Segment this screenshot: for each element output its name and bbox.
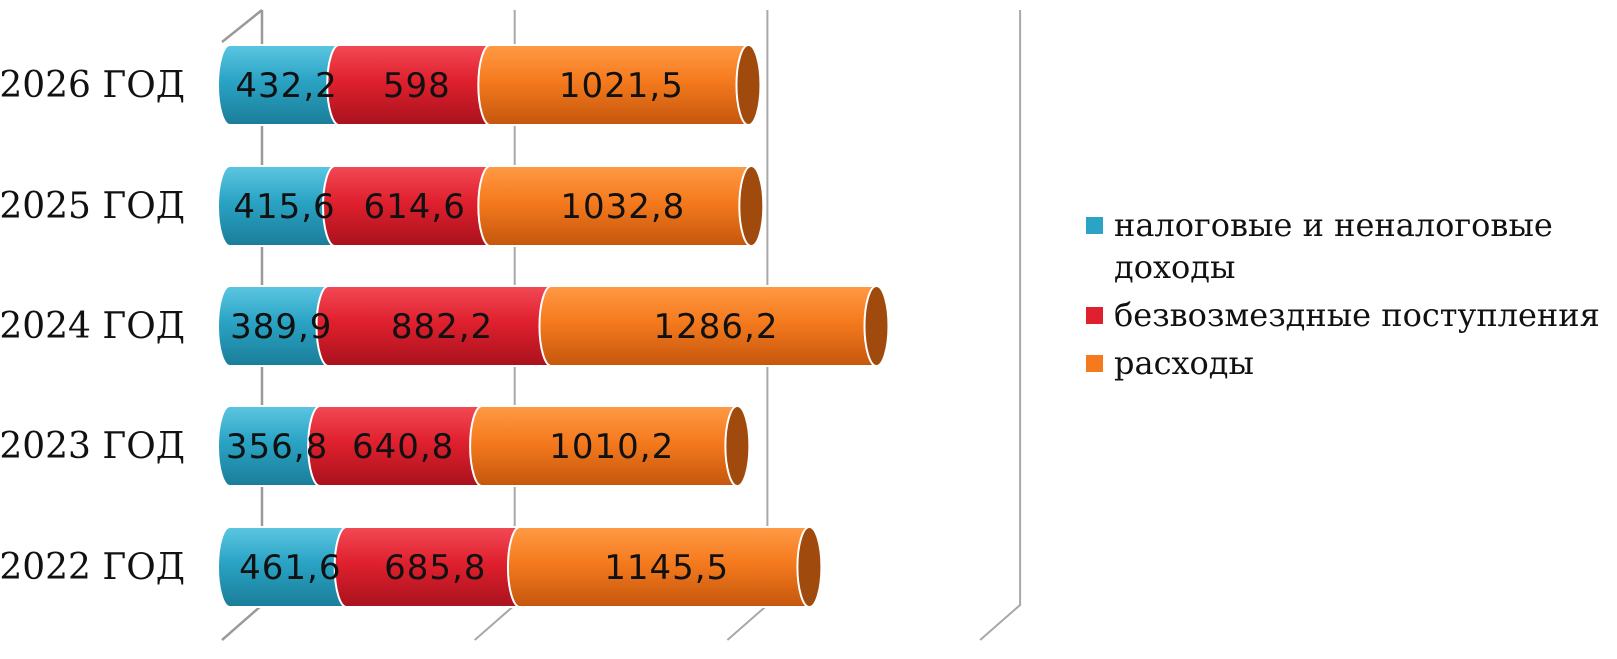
category-label: 2022 ГОД bbox=[0, 547, 185, 588]
data-label: 882,2 bbox=[391, 307, 493, 347]
data-label: 685,8 bbox=[384, 548, 486, 588]
data-label: 389,9 bbox=[230, 307, 332, 347]
legend: налоговые и неналоговые доходы безвозмез… bbox=[1082, 204, 1612, 390]
bar-end-cap bbox=[735, 44, 762, 126]
data-label: 598 bbox=[383, 66, 451, 106]
category-label: 2024 ГОД bbox=[0, 306, 185, 347]
legend-swatch-expenses bbox=[1086, 355, 1103, 372]
bar-end-cap bbox=[796, 526, 823, 608]
data-label: 1010,2 bbox=[549, 427, 674, 467]
bar-end-cap bbox=[738, 165, 765, 247]
data-label: 1021,5 bbox=[559, 66, 684, 106]
legend-swatch-grants bbox=[1086, 307, 1103, 324]
bar-end-cap bbox=[863, 285, 890, 367]
labels: 2022 ГОД 461,6 685,8 1145,5 2023 ГОД 356,8 640… bbox=[0, 65, 778, 588]
category-label: 2025 ГОД bbox=[0, 186, 185, 227]
data-label: 356,8 bbox=[226, 427, 328, 467]
data-label: 1145,5 bbox=[604, 548, 729, 588]
bars bbox=[217, 44, 890, 608]
gridline bbox=[221, 9, 263, 43]
bar-end-cap bbox=[724, 405, 751, 487]
data-label: 1032,8 bbox=[560, 187, 685, 227]
legend-label-tax-income: налоговые и неналоговые доходы bbox=[1114, 206, 1553, 286]
data-label: 1286,2 bbox=[653, 307, 778, 347]
legend-item-expenses: расходы bbox=[1082, 342, 1612, 384]
category-label: 2026 ГОД bbox=[0, 65, 185, 106]
data-label: 640,8 bbox=[352, 427, 454, 467]
gridline bbox=[979, 10, 1022, 641]
data-label: 432,2 bbox=[235, 66, 337, 106]
legend-label-grants: безвозмездные поступления bbox=[1114, 296, 1600, 334]
data-label: 614,6 bbox=[364, 187, 466, 227]
data-label: 415,6 bbox=[233, 187, 335, 227]
legend-label-expenses: расходы bbox=[1114, 344, 1254, 382]
legend-swatch-tax-income bbox=[1086, 217, 1103, 234]
legend-item-grants: безвозмездные поступления bbox=[1082, 294, 1612, 336]
data-label: 461,6 bbox=[239, 548, 341, 588]
legend-item-tax-income: налоговые и неналоговые доходы bbox=[1082, 204, 1612, 288]
category-label: 2023 ГОД bbox=[0, 426, 185, 467]
